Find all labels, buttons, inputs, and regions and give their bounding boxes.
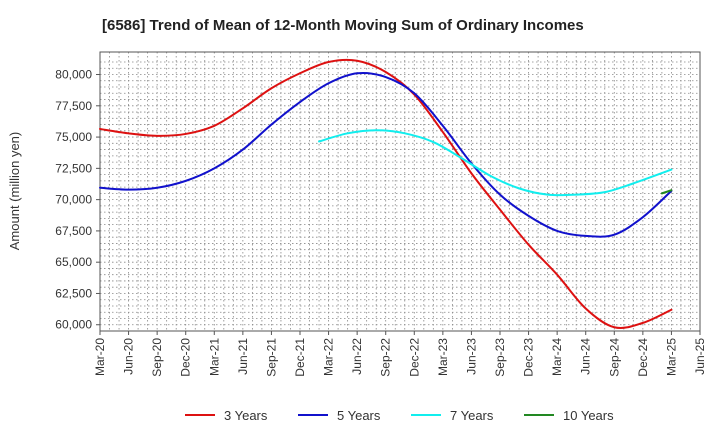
- plot-frame: [99, 51, 701, 332]
- y-tick-label: 67,500: [55, 224, 92, 238]
- x-tick-label: Jun-22: [350, 338, 364, 375]
- x-tick-label: Dec-20: [179, 338, 193, 377]
- x-tick-label: Dec-23: [522, 338, 536, 377]
- y-tick-label: 65,000: [55, 255, 92, 269]
- x-tick-label: Jun-23: [464, 338, 478, 375]
- x-tick-label: Dec-24: [636, 338, 650, 377]
- x-tick-label: Jun-21: [236, 338, 250, 375]
- x-tick-label: Mar-25: [664, 338, 678, 376]
- x-tick-label: Mar-20: [93, 338, 107, 376]
- y-tick-label: 77,500: [55, 99, 92, 113]
- series-line-3-years: [99, 58, 673, 329]
- y-tick-label: 80,000: [55, 68, 92, 82]
- x-tick-label: Jun-24: [579, 338, 593, 375]
- series-line-10-years: [660, 189, 673, 195]
- y-tick-label: 72,500: [55, 161, 92, 175]
- x-tick-label: Jun-20: [122, 338, 136, 375]
- x-tick-label: Sep-21: [264, 338, 278, 377]
- legend: 3 Years 5 Years 7 Years 10 Years: [185, 408, 614, 423]
- x-tick-label: Mar-22: [322, 338, 336, 376]
- x-tick-label: Dec-22: [407, 338, 421, 377]
- x-tick-label: Sep-20: [150, 338, 164, 377]
- legend-label-5-years: 5 Years: [337, 408, 381, 423]
- y-tick-label: 75,000: [55, 130, 92, 144]
- series-line-5-years: [99, 71, 673, 238]
- legend-label-3-years: 3 Years: [224, 408, 268, 423]
- legend-label-7-years: 7 Years: [450, 408, 494, 423]
- grid: [100, 52, 700, 331]
- chart-title: [6586] Trend of Mean of 12-Month Moving …: [102, 17, 584, 34]
- y-tick-label: 62,500: [55, 286, 92, 300]
- y-axis-label: Amount (million yen): [7, 132, 22, 251]
- x-tick-label: Jun-25: [693, 338, 707, 375]
- x-tick-label: Mar-21: [207, 338, 221, 376]
- x-tick-label: Sep-23: [493, 338, 507, 377]
- x-tick-label: Sep-22: [379, 338, 393, 377]
- x-tick-label: Sep-24: [607, 338, 621, 377]
- series-layer: [99, 58, 673, 329]
- y-tick-label: 70,000: [55, 193, 92, 207]
- legend-label-10-years: 10 Years: [563, 408, 614, 423]
- x-tick-label: Dec-21: [293, 338, 307, 377]
- y-axis: 60,000 62,500 65,000 67,500 70,000 72,500 75,0…: [55, 68, 100, 332]
- series-line-7-years: [318, 129, 673, 197]
- x-tick-label: Mar-23: [436, 338, 450, 376]
- x-axis: Mar-20 Jun-20 Sep-20 Dec-20 Mar-21 Jun-21 Sep-…: [93, 331, 707, 377]
- y-tick-label: 60,000: [55, 318, 92, 332]
- x-tick-label: Mar-24: [550, 338, 564, 376]
